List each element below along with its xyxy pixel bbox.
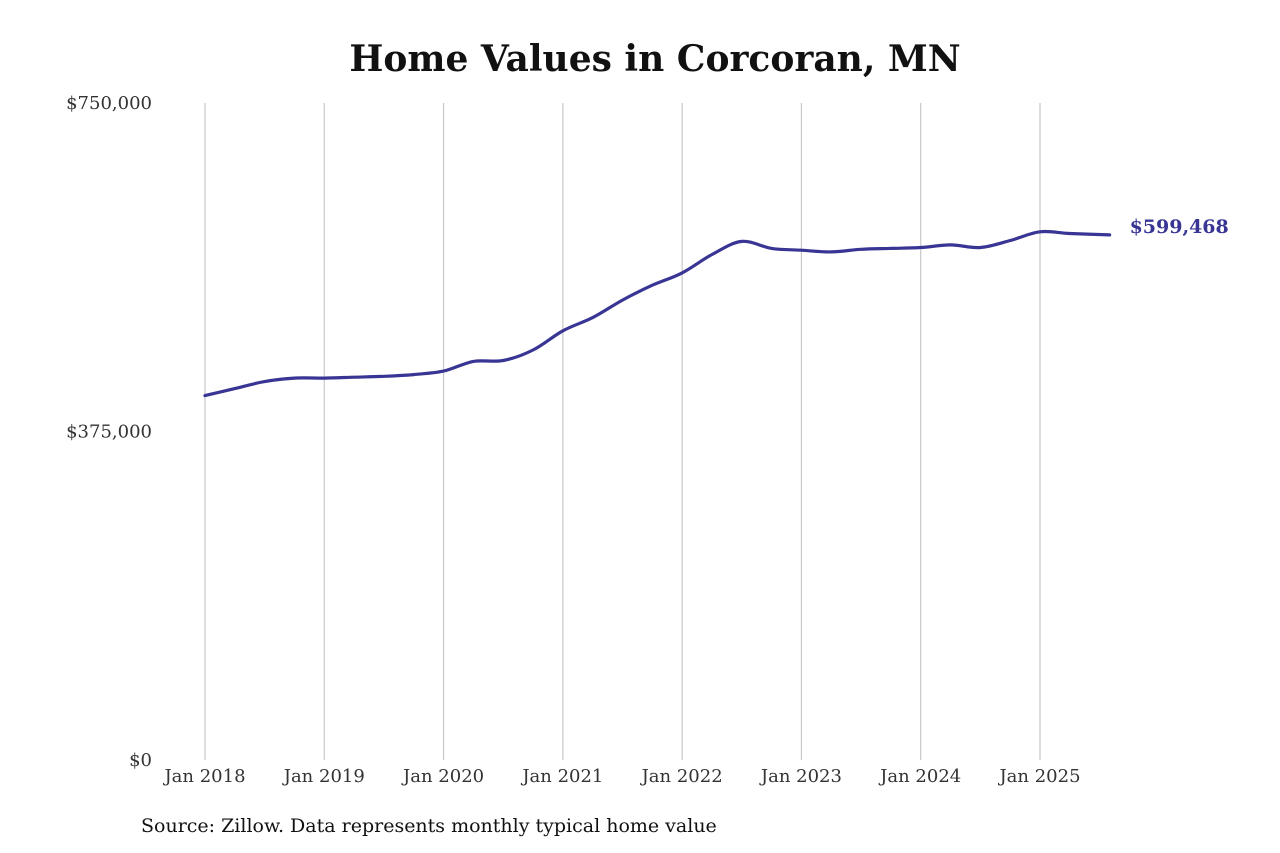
x-tick-label: Jan 2024	[878, 766, 961, 787]
x-axis-ticks: Jan 2018 Jan 2019 Jan 2020 Jan 2021 Jan 2022…	[162, 766, 1080, 787]
x-tick-label: Jan 2018	[162, 766, 245, 787]
series-line	[203, 229, 1112, 398]
end-value-label: $599,468	[1130, 216, 1229, 238]
x-tick-label: Jan 2021	[520, 766, 603, 787]
gridlines	[204, 103, 1041, 760]
x-tick-label: Jan 2019	[282, 766, 365, 787]
y-tick-label: $750,000	[66, 93, 152, 114]
chart-title: Home Values in Corcoran, MN	[349, 38, 961, 80]
x-tick-label: Jan 2025	[997, 766, 1080, 787]
x-tick-label: Jan 2020	[401, 766, 484, 787]
y-axis-ticks: $0 $375,000 $750,000	[66, 93, 152, 771]
y-tick-label: $375,000	[66, 422, 152, 443]
y-tick-label: $0	[129, 750, 152, 771]
x-tick-label: Jan 2022	[640, 766, 723, 787]
source-note: Source: Zillow. Data represents monthly …	[141, 815, 717, 837]
x-tick-label: Jan 2023	[759, 766, 842, 787]
